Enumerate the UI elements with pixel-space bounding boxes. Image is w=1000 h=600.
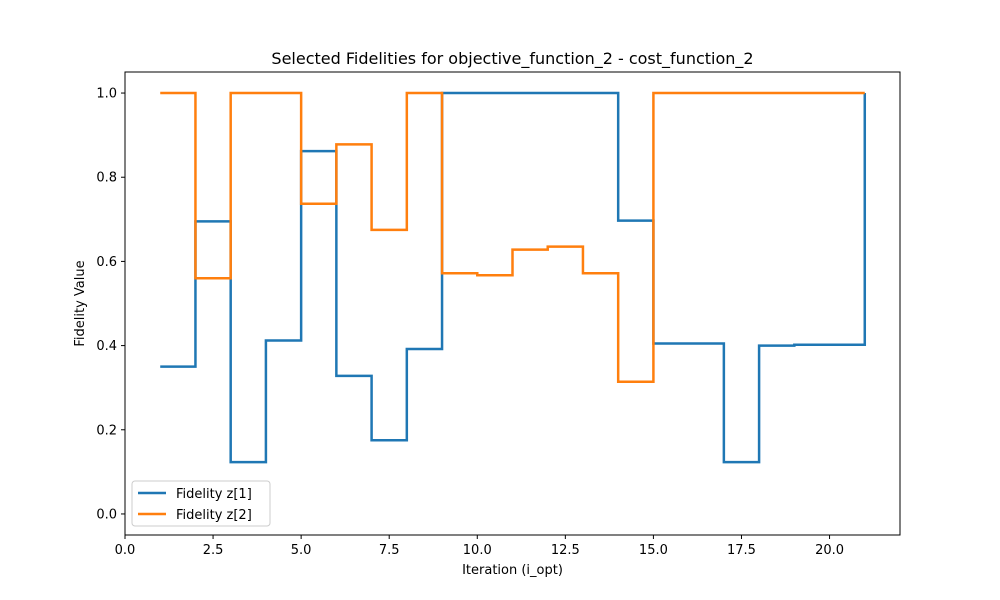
x-tick-label: 20.0 bbox=[815, 543, 844, 558]
x-tick-label: 7.5 bbox=[379, 543, 400, 558]
y-tick-label: 0.6 bbox=[96, 255, 117, 270]
x-tick-label: 5.0 bbox=[291, 543, 312, 558]
y-tick-label: 0.8 bbox=[96, 171, 117, 186]
x-axis-ticks: 0.0 2.5 5.0 7.5 10.0 12.5 15.0 17.5 20.0 bbox=[115, 535, 844, 558]
series-line-fidelity-z1 bbox=[160, 91, 867, 464]
x-tick-label: 15.0 bbox=[639, 543, 668, 558]
x-tick-label: 2.5 bbox=[203, 543, 224, 558]
x-axis-label: Iteration (i_opt) bbox=[462, 563, 563, 578]
y-tick-label: 0.4 bbox=[96, 339, 117, 354]
y-tick-label: 0.0 bbox=[96, 507, 117, 522]
y-axis-label: Fidelity Value bbox=[73, 260, 88, 346]
x-tick-label: 0.0 bbox=[115, 543, 136, 558]
legend-label-fidelity-z1: Fidelity z[1] bbox=[176, 487, 252, 502]
y-axis-ticks: 0.0 0.2 0.4 0.6 0.8 1.0 bbox=[96, 87, 125, 522]
x-tick-label: 12.5 bbox=[551, 543, 580, 558]
y-tick-label: 0.2 bbox=[96, 423, 117, 438]
plot-frame bbox=[124, 71, 901, 536]
x-tick-label: 17.5 bbox=[727, 543, 756, 558]
legend-box bbox=[131, 480, 271, 527]
series-line-fidelity-z2 bbox=[160, 91, 865, 384]
y-tick-label: 1.0 bbox=[96, 87, 117, 102]
legend: Fidelity z[1] Fidelity z[2] bbox=[131, 480, 271, 527]
legend-label-fidelity-z2: Fidelity z[2] bbox=[176, 508, 252, 523]
chart-title: Selected Fidelities for objective_functi… bbox=[271, 49, 753, 69]
series-layer bbox=[160, 91, 867, 464]
x-tick-label: 10.0 bbox=[463, 543, 492, 558]
